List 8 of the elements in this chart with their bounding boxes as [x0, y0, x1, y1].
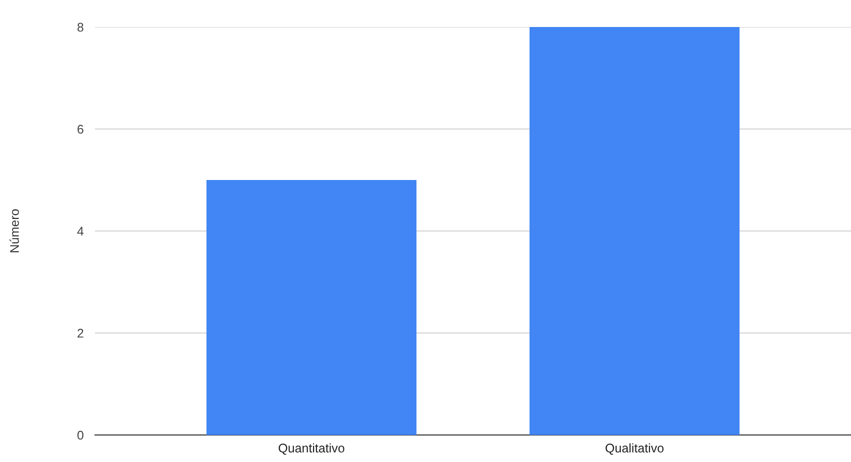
y-tick-label: 2: [78, 328, 84, 338]
y-axis-title: Número: [10, 209, 19, 252]
x-tick-label: Quantitativo: [278, 443, 344, 455]
y-tick-label: 0: [77, 430, 84, 440]
y-tick-label: 4: [77, 226, 84, 236]
x-tick-label: Qualitativo: [606, 443, 664, 455]
y-tick-label: 6: [78, 124, 84, 134]
y-tick-label: 8: [77, 22, 84, 32]
